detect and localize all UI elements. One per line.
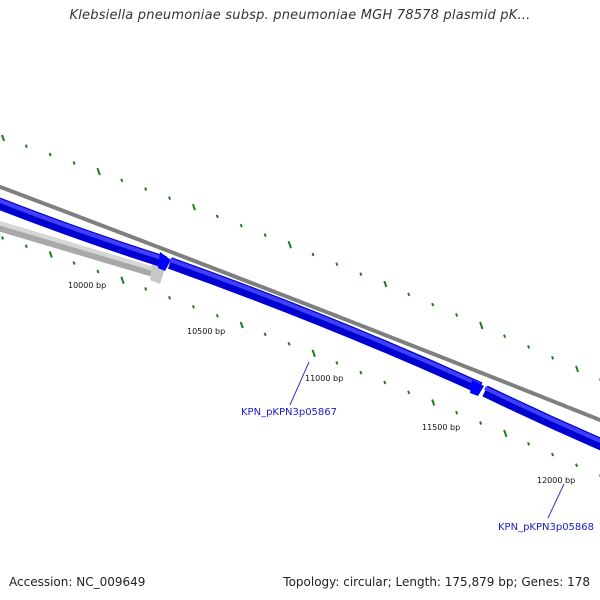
gc-tick [503,334,507,339]
gc-tick [527,345,531,349]
gc-tick [24,144,28,149]
gene-label-2[interactable]: KPN_pKPN3p05868 [498,522,594,533]
gc-tick [263,332,267,337]
scale-label-10500: 10500 bp [187,327,225,336]
gc-tick [383,380,387,385]
backbone-arc [0,184,600,423]
gc-tick [359,272,363,276]
gc-tick [168,295,172,300]
gc-tick [96,167,101,176]
accession-text: Accession: NC_009649 [9,575,146,589]
gc-tick [479,321,484,330]
gene-label-line-2 [547,483,565,519]
scale-label-11500: 11500 bp [422,423,460,432]
gc-tick [215,313,219,318]
gene-forward-1 [0,197,171,271]
gc-tick [335,262,339,267]
gc-tick [551,355,555,360]
gc-tick [96,269,100,274]
gc-tick [407,390,411,395]
gc-tick [48,152,52,157]
gc-tick [575,463,579,468]
gc-tick [503,429,508,438]
gc-tick [479,421,483,425]
gc-tick [48,251,53,258]
gc-tick [335,361,339,365]
gene-forward-3 [482,385,600,451]
gc-tick [191,304,195,309]
scale-label-12000: 12000 bp [537,476,575,485]
gc-tick [551,452,555,457]
gc-tick [431,399,436,406]
gc-tick [527,441,531,446]
gc-tick [455,313,459,317]
gene-label-line-1 [289,361,310,406]
gc-tick [311,252,315,257]
gc-tick [72,161,76,165]
gc-tick [455,410,459,415]
gc-tick [1,134,6,142]
gene-forward-2 [167,257,484,396]
scale-label-11000: 11000 bp [305,374,343,383]
gc-tick [120,178,124,183]
gc-tick [191,203,196,211]
gc-tick [263,233,267,237]
gc-tick [120,276,125,285]
scale-label-10000: 10000 bp [68,281,106,290]
gc-tick [1,236,4,240]
gene-label-1[interactable]: KPN_pKPN3p05867 [241,407,337,418]
gc-tick [431,302,435,307]
gc-tick [383,280,388,288]
gc-tick [239,321,244,329]
gc-tick [168,196,172,200]
gc-tick [287,240,292,249]
gc-tick [144,187,148,191]
genome-summary-text: Topology: circular; Length: 175,879 bp; … [283,575,590,589]
gc-tick [407,292,411,297]
gc-tick [287,341,291,346]
gc-outer-track [1,134,600,382]
gc-tick [24,244,28,249]
gc-tick [359,370,363,375]
gc-tick [575,365,580,373]
map-title: Klebsiella pneumoniae subsp. pneumoniae … [69,8,531,23]
gc-inner-track [1,236,600,478]
gc-tick [144,287,148,291]
gc-tick [215,214,219,219]
gc-tick [239,223,243,228]
gc-tick [72,261,76,265]
gc-tick [311,349,316,358]
